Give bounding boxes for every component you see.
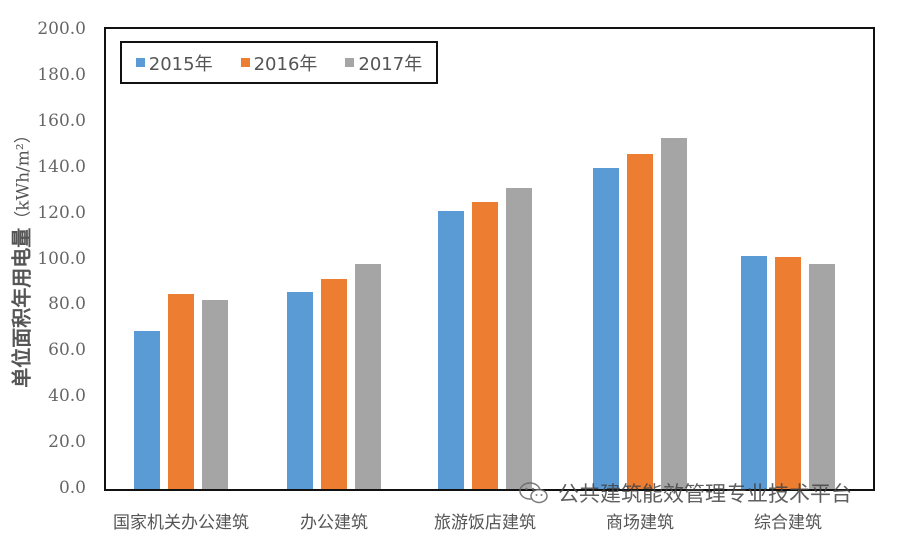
bar [355, 264, 381, 489]
legend-swatch [135, 58, 145, 67]
bar [593, 167, 619, 489]
legend-swatch [240, 58, 250, 67]
bar [438, 211, 464, 489]
bar [661, 137, 687, 489]
bar [472, 202, 498, 489]
bar [775, 257, 801, 489]
bar [809, 264, 835, 489]
y-tick-label: 80.0 [48, 294, 86, 315]
bar [168, 293, 194, 489]
x-category-label: 国家机关办公建筑 [113, 513, 249, 533]
x-category-label: 商场建筑 [606, 513, 674, 533]
y-tick-label: 100.0 [37, 248, 86, 269]
legend-label: 2017年 [358, 53, 423, 75]
bar [627, 153, 653, 489]
watermark: 公共建筑能效管理专业技术平台 [518, 478, 852, 508]
y-tick-label: 20.0 [48, 432, 86, 453]
y-tick-label: 0.0 [58, 478, 86, 498]
y-tick-label: 200.0 [37, 19, 86, 39]
y-tick-label: 60.0 [48, 340, 86, 361]
legend-label: 2015年 [148, 53, 213, 75]
bar [321, 279, 347, 489]
legend: 2015年 2016年 2017年 [120, 41, 438, 84]
watermark-text: 公共建筑能效管理专业技术平台 [558, 482, 852, 506]
x-category-label: 综合建筑 [754, 513, 822, 533]
legend-label: 2016年 [253, 53, 318, 75]
y-tick-label: 140.0 [37, 156, 86, 177]
legend-item: 2016年 [240, 50, 318, 76]
bar [134, 331, 160, 489]
bar [741, 256, 767, 489]
x-category-label: 办公建筑 [300, 513, 368, 533]
y-tick-label: 120.0 [37, 202, 86, 223]
y-tick-label: 40.0 [48, 386, 86, 407]
plot-area [104, 27, 875, 491]
legend-item: 2015年 [135, 50, 213, 76]
legend-item: 2017年 [345, 50, 422, 76]
bar [506, 188, 532, 489]
legend-swatch [345, 58, 355, 67]
bar [202, 299, 228, 489]
wechat-icon [519, 482, 548, 504]
y-tick-label: 160.0 [37, 110, 86, 131]
y-tick-label: 180.0 [37, 64, 86, 85]
x-category-label: 旅游饭店建筑 [434, 513, 536, 533]
bar [287, 292, 313, 489]
